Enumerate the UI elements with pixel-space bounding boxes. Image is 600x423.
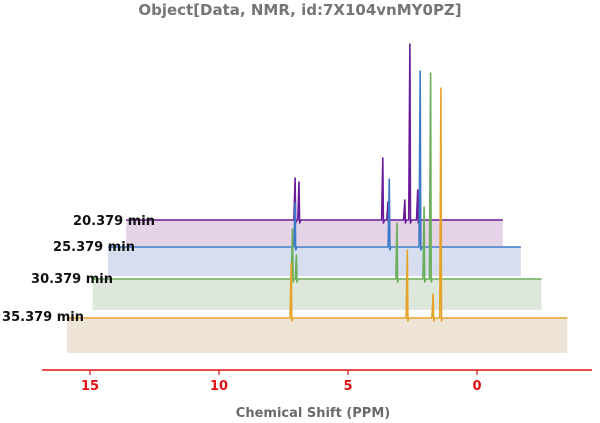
spectrum-3 [66, 87, 568, 353]
x-axis-ticks: 15 10 5 0 [81, 370, 482, 394]
spectrum-band [66, 318, 568, 353]
spectrum-0 [126, 43, 503, 246]
spectrum-line [108, 70, 521, 251]
spectrum-line [92, 72, 542, 283]
spectrum-line [66, 87, 568, 322]
chart-title: Object[Data, NMR, id:7X104vnMY0PZ] [138, 1, 461, 19]
series-label: 35.379 min [2, 310, 84, 325]
spectrum-band [126, 220, 503, 246]
spectrum-2 [92, 72, 542, 310]
spectrum-line [126, 43, 503, 224]
series-label: 20.379 min [73, 214, 155, 229]
x-tick-label: 0 [472, 379, 481, 394]
x-tick-label: 5 [343, 379, 352, 394]
x-axis-label: Chemical Shift (PPM) [236, 406, 390, 421]
spectrum-1 [108, 70, 521, 276]
spectrum-band [108, 247, 521, 276]
spectrum-band [92, 279, 542, 310]
spectra-bands [66, 43, 568, 353]
series-label: 30.379 min [31, 272, 113, 287]
x-tick-label: 15 [81, 379, 99, 394]
x-tick-label: 10 [210, 379, 228, 394]
series-labels: 20.379 min 25.379 min 30.379 min 35.379 min [2, 214, 155, 325]
series-label: 25.379 min [53, 240, 135, 255]
